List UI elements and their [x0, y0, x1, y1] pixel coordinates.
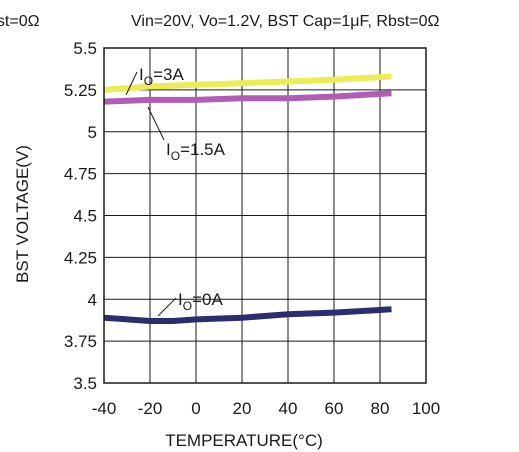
- x-tick-label: -40: [92, 399, 117, 418]
- series-annotations: IO=3A IO=1.5A IO=0A: [125, 65, 226, 317]
- y-tick-label: 4.75: [64, 165, 97, 184]
- annotation-leader-line: [125, 71, 138, 96]
- x-tick-label: 80: [371, 399, 390, 418]
- y-tick-labels: 3.5 3.75 4 4.25 4.5 4.75 5 5.25 5.5: [64, 39, 97, 393]
- y-tick-label: 4: [88, 290, 97, 309]
- test-condition-left: bst=0Ω: [0, 13, 40, 30]
- grid: [104, 48, 426, 383]
- x-tick-label: 100: [412, 399, 440, 418]
- annotation-leader-line: [157, 297, 177, 317]
- x-tick-label: 0: [191, 399, 200, 418]
- annotation-leader-line: [147, 106, 165, 141]
- x-tick-label: 20: [233, 399, 252, 418]
- x-tick-label: 60: [325, 399, 344, 418]
- y-tick-label: 3.5: [73, 374, 97, 393]
- y-tick-label: 5: [88, 123, 97, 142]
- series-label: IO=1.5A: [166, 140, 226, 163]
- series-line: [103, 306, 392, 324]
- y-tick-label: 5.25: [64, 81, 97, 100]
- test-condition: Vin=20V, Vo=1.2V, BST Cap=1μF, Rbst=0Ω: [131, 13, 440, 30]
- y-tick-label: 4.25: [64, 248, 97, 267]
- plot-frame: [103, 47, 427, 384]
- y-tick-label: 5.5: [73, 39, 97, 58]
- series-line: [103, 73, 392, 93]
- y-axis-title: BST VOLTAGE(V): [13, 145, 32, 283]
- x-tick-label: 40: [279, 399, 298, 418]
- x-axis-title: TEMPERATURE(°C): [165, 431, 323, 450]
- x-tick-labels: -40 -20 0 20 40 60 80 100: [92, 399, 440, 418]
- series-line: [103, 90, 392, 105]
- series-label: IO=0A: [178, 290, 223, 313]
- y-tick-label: 3.75: [64, 332, 97, 351]
- series-layer: [103, 73, 392, 324]
- series-label: IO=3A: [139, 65, 184, 88]
- y-tick-label: 4.5: [73, 207, 97, 226]
- x-tick-label: -20: [138, 399, 163, 418]
